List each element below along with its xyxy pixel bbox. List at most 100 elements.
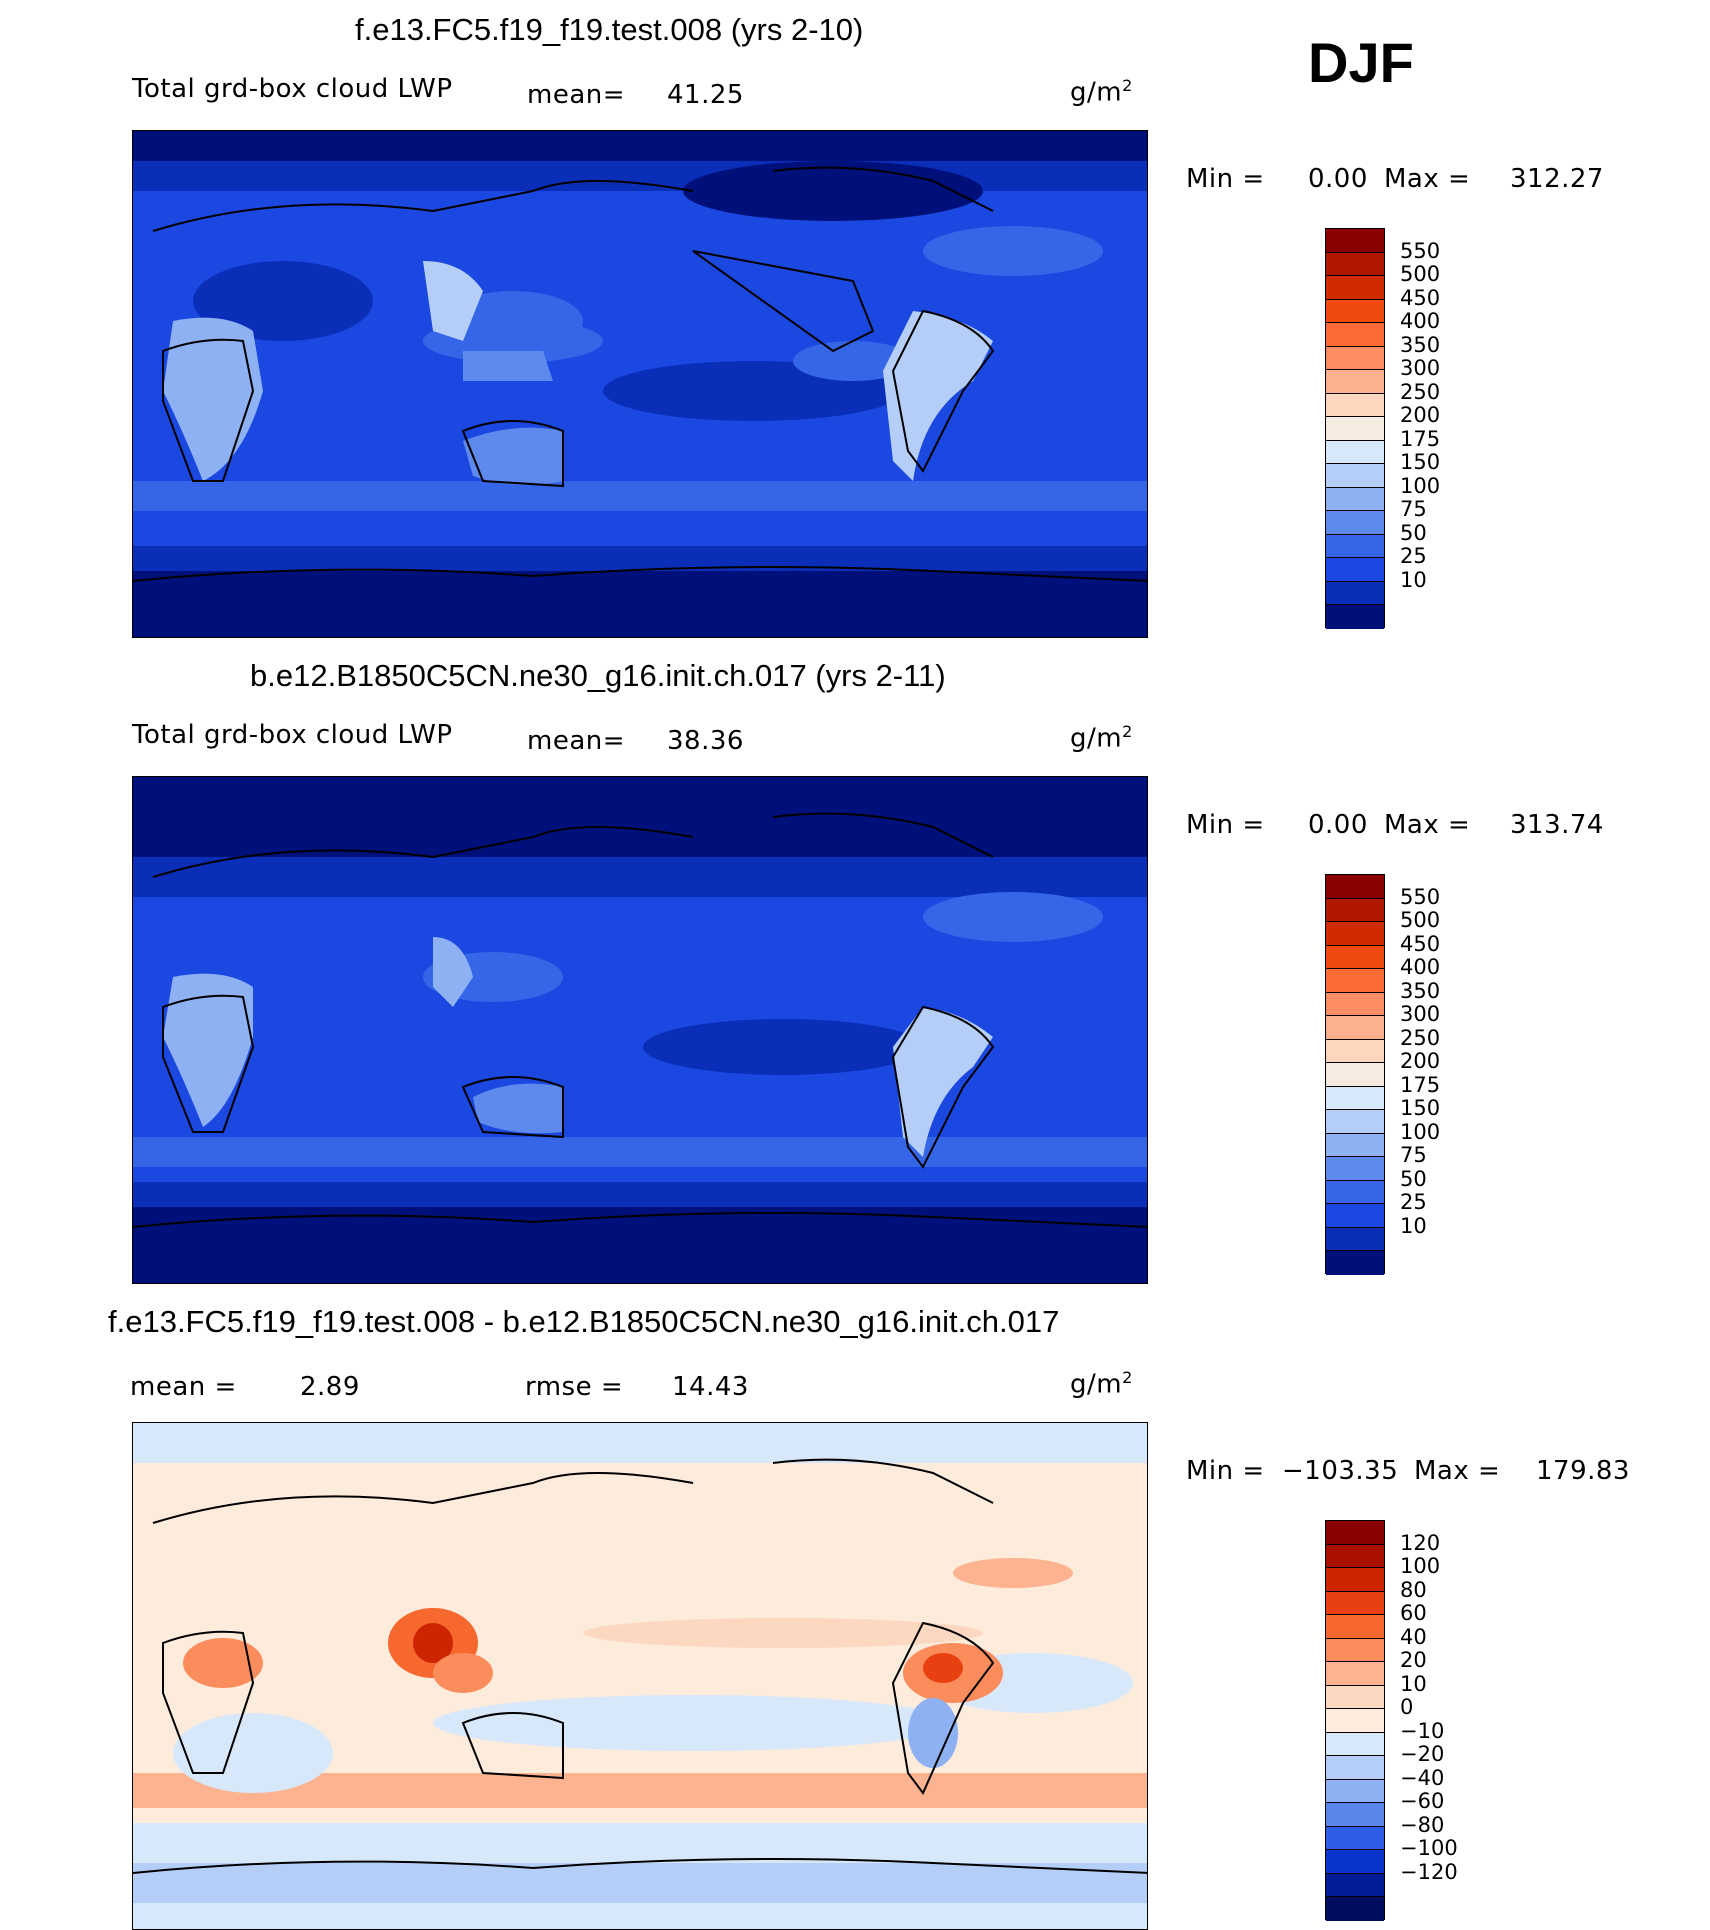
season-label: DJF [1308, 31, 1414, 94]
colorbar-tick-label: 300 [1400, 1002, 1441, 1027]
colorbar-segment [1326, 1544, 1384, 1569]
colorbar-tick-label: 100 [1400, 473, 1441, 498]
colorbar-tick-label: −60 [1400, 1789, 1445, 1814]
colorbar-segment [1326, 1157, 1384, 1181]
colorbar-segment [1326, 1039, 1384, 1064]
panel-1-colorbar [1325, 228, 1385, 629]
colorbar-tick-label: 150 [1400, 1096, 1441, 1121]
colorbar-segment [1326, 1897, 1384, 1921]
colorbar-tick-label: 10 [1400, 1671, 1427, 1696]
colorbar-tick-label: 175 [1400, 1072, 1441, 1097]
panel-2-variable-label: Total grd-box cloud LWP [132, 720, 453, 750]
panel-2-max-value: 313.74 [1510, 810, 1604, 840]
panel-1-mean-label: mean= [527, 80, 626, 110]
colorbar-segment [1326, 417, 1384, 441]
colorbar-tick-label: 50 [1400, 1166, 1427, 1191]
panel-3-rmse-label: rmse = [525, 1372, 624, 1402]
colorbar-segment [1326, 464, 1384, 488]
colorbar-segment [1326, 1638, 1384, 1663]
panel-3-colorbar [1325, 1520, 1385, 1921]
colorbar-segment [1326, 1568, 1384, 1592]
colorbar-tick-label: −20 [1400, 1742, 1445, 1767]
colorbar-tick-label: 350 [1400, 332, 1441, 357]
colorbar-tick-label: −40 [1400, 1765, 1445, 1790]
panel-2-mean-label: mean= [527, 726, 626, 756]
colorbar-tick-label: 0 [1400, 1695, 1414, 1720]
colorbar-segment [1326, 1756, 1384, 1780]
panel-2-mean-value: 38.36 [667, 726, 744, 756]
colorbar-segment [1326, 922, 1384, 946]
panel-2-min-label: Min = [1186, 810, 1265, 840]
colorbar-segment [1326, 1086, 1384, 1111]
panel-3-units: g/m2 [1070, 1368, 1133, 1400]
panel-1-units: g/m2 [1070, 76, 1133, 108]
panel-3-mean-label: mean = [130, 1372, 237, 1402]
colorbar-segment [1326, 1591, 1384, 1616]
panel-2-map [132, 776, 1148, 1284]
panel-1-max-value: 312.27 [1510, 164, 1604, 194]
colorbar-tick-label: 60 [1400, 1601, 1427, 1626]
panel-2-title: b.e12.B1850C5CN.ne30_g16.init.ch.017 (yr… [250, 658, 946, 693]
colorbar-tick-label: 100 [1400, 1554, 1441, 1579]
colorbar-tick-label: 250 [1400, 1025, 1441, 1050]
colorbar-segment [1326, 1732, 1384, 1757]
colorbar-tick-label: 10 [1400, 567, 1427, 592]
colorbar-segment [1326, 299, 1384, 324]
colorbar-tick-label: 50 [1400, 520, 1427, 545]
colorbar-segment [1326, 1803, 1384, 1827]
colorbar-segment [1326, 1826, 1384, 1851]
colorbar-segment [1326, 1251, 1384, 1275]
colorbar-tick-label: 175 [1400, 426, 1441, 451]
colorbar-segment [1326, 370, 1384, 394]
colorbar-tick-label: −100 [1400, 1836, 1458, 1861]
colorbar-tick-label: −10 [1400, 1718, 1445, 1743]
colorbar-tick-label: 200 [1400, 1049, 1441, 1074]
colorbar-segment [1326, 1662, 1384, 1686]
colorbar-tick-label: 350 [1400, 978, 1441, 1003]
colorbar-segment [1326, 581, 1384, 606]
colorbar-segment [1326, 969, 1384, 993]
colorbar-segment [1326, 898, 1384, 923]
panel-2-colorbar [1325, 874, 1385, 1275]
panel-2-min-value: 0.00 [1308, 810, 1368, 840]
colorbar-tick-label: 75 [1400, 1143, 1427, 1168]
colorbar-tick-label: 20 [1400, 1648, 1427, 1673]
colorbar-tick-label: −120 [1400, 1859, 1458, 1884]
colorbar-tick-label: 10 [1400, 1213, 1427, 1238]
colorbar-tick-label: 400 [1400, 955, 1441, 980]
panel-3-min-label: Min = [1186, 1456, 1265, 1486]
colorbar-segment [1326, 534, 1384, 559]
colorbar-segment [1326, 1709, 1384, 1733]
panel-1-max-label: Max = [1384, 164, 1471, 194]
colorbar-segment [1326, 1204, 1384, 1228]
colorbar-tick-label: 550 [1400, 238, 1441, 263]
colorbar-segment [1326, 1873, 1384, 1898]
panel-3-max-label: Max = [1414, 1456, 1501, 1486]
colorbar-segment [1326, 992, 1384, 1017]
colorbar-tick-label: 500 [1400, 908, 1441, 933]
colorbar-segment [1326, 323, 1384, 347]
colorbar-tick-label: 450 [1400, 285, 1441, 310]
colorbar-tick-label: 250 [1400, 379, 1441, 404]
colorbar-tick-label: 75 [1400, 497, 1427, 522]
colorbar-tick-label: 25 [1400, 1190, 1427, 1215]
colorbar-segment [1326, 1779, 1384, 1804]
panel-1-min-label: Min = [1186, 164, 1265, 194]
colorbar-segment [1326, 1521, 1384, 1545]
panel-1-mean-value: 41.25 [667, 80, 744, 110]
colorbar-tick-label: 450 [1400, 931, 1441, 956]
colorbar-tick-label: 500 [1400, 262, 1441, 287]
panel-3-rmse-value: 14.43 [672, 1372, 749, 1402]
colorbar-segment [1326, 1016, 1384, 1040]
colorbar-segment [1326, 1615, 1384, 1639]
colorbar-segment [1326, 1685, 1384, 1710]
colorbar-tick-label: 25 [1400, 544, 1427, 569]
panel-2-max-label: Max = [1384, 810, 1471, 840]
colorbar-tick-label: 200 [1400, 403, 1441, 428]
panel-1-variable-label: Total grd-box cloud LWP [132, 74, 453, 104]
panel-3-min-value: −103.35 [1282, 1456, 1399, 1486]
panel-3-map [132, 1422, 1148, 1930]
colorbar-segment [1326, 1063, 1384, 1087]
panel-3-mean-value: 2.89 [300, 1372, 360, 1402]
panel-1-min-value: 0.00 [1308, 164, 1368, 194]
